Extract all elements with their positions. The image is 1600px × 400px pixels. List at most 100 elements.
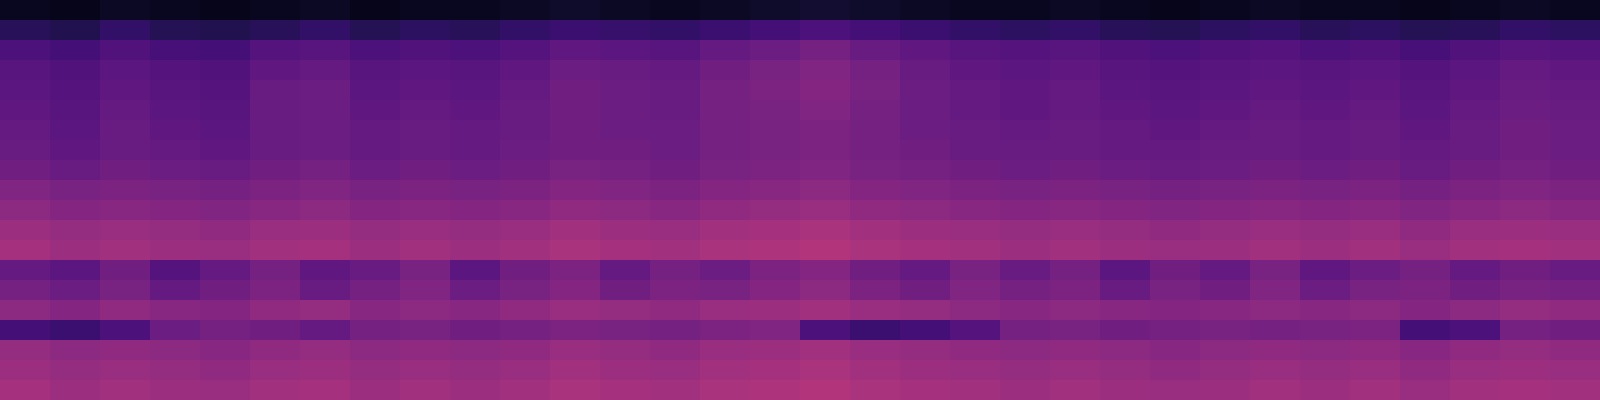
cell xyxy=(50,280,101,301)
cell xyxy=(250,160,301,181)
cell xyxy=(600,200,651,221)
cell xyxy=(550,260,601,281)
cell xyxy=(600,280,651,301)
cell xyxy=(550,380,601,400)
cell xyxy=(500,260,551,281)
cell xyxy=(1450,180,1501,201)
cell xyxy=(850,220,901,241)
cell xyxy=(1200,40,1251,61)
cell xyxy=(1550,360,1600,381)
cell xyxy=(1550,100,1600,121)
cell xyxy=(1050,180,1101,201)
cell xyxy=(1050,240,1101,261)
cell xyxy=(1100,100,1151,121)
cell xyxy=(450,60,501,81)
cell xyxy=(550,40,601,61)
cell xyxy=(1550,160,1600,181)
cell xyxy=(150,140,201,161)
cell xyxy=(300,300,351,321)
cell xyxy=(850,200,901,221)
cell xyxy=(200,60,251,81)
cell xyxy=(350,0,401,21)
cell xyxy=(800,220,851,241)
cell xyxy=(50,260,101,281)
cell xyxy=(1200,180,1251,201)
cell xyxy=(800,0,851,21)
cell xyxy=(800,260,851,281)
cell xyxy=(1000,80,1051,101)
cell xyxy=(1350,380,1401,400)
cell xyxy=(1050,20,1101,41)
cell xyxy=(950,140,1001,161)
cell xyxy=(950,220,1001,241)
cell xyxy=(550,220,601,241)
cell xyxy=(200,360,251,381)
cell xyxy=(600,300,651,321)
cell xyxy=(1400,220,1451,241)
cell xyxy=(1500,380,1551,400)
cell xyxy=(100,0,151,21)
cell xyxy=(450,280,501,301)
cell xyxy=(400,140,451,161)
cell xyxy=(950,20,1001,41)
cell xyxy=(850,300,901,321)
cell xyxy=(650,220,701,241)
cell xyxy=(0,380,51,400)
cell xyxy=(50,20,101,41)
cell xyxy=(1400,340,1451,361)
cell xyxy=(550,280,601,301)
cell xyxy=(1150,380,1201,400)
cell xyxy=(0,80,51,101)
cell xyxy=(1150,0,1201,21)
cell xyxy=(700,40,751,61)
cell xyxy=(650,20,701,41)
cell xyxy=(100,20,151,41)
cell xyxy=(800,240,851,261)
cell xyxy=(550,360,601,381)
cell xyxy=(1450,100,1501,121)
cell xyxy=(750,160,801,181)
cell xyxy=(800,320,851,341)
cell xyxy=(750,60,801,81)
cell xyxy=(1450,20,1501,41)
cell xyxy=(850,320,901,341)
cell xyxy=(600,360,651,381)
cell xyxy=(200,200,251,221)
cell xyxy=(500,220,551,241)
cell xyxy=(100,220,151,241)
cell xyxy=(1350,200,1401,221)
cell xyxy=(100,180,151,201)
cell xyxy=(1000,120,1051,141)
cell xyxy=(1150,160,1201,181)
heatmap-cells xyxy=(0,0,1600,400)
cell xyxy=(650,360,701,381)
cell xyxy=(1300,200,1351,221)
cell xyxy=(900,340,951,361)
cell xyxy=(650,380,701,400)
cell xyxy=(100,380,151,400)
cell xyxy=(1300,0,1351,21)
cell xyxy=(1150,60,1201,81)
cell xyxy=(750,260,801,281)
cell xyxy=(200,320,251,341)
cell xyxy=(1200,360,1251,381)
cell xyxy=(400,360,451,381)
cell xyxy=(250,40,301,61)
cell xyxy=(500,320,551,341)
cell xyxy=(1150,240,1201,261)
cell xyxy=(1150,180,1201,201)
cell xyxy=(350,260,401,281)
cell xyxy=(1200,380,1251,400)
cell xyxy=(1200,160,1251,181)
cell xyxy=(1450,240,1501,261)
cell xyxy=(550,60,601,81)
cell xyxy=(250,120,301,141)
cell xyxy=(1450,80,1501,101)
cell xyxy=(50,120,101,141)
cell xyxy=(450,320,501,341)
cell xyxy=(800,60,851,81)
cell xyxy=(400,80,451,101)
cell xyxy=(150,0,201,21)
cell xyxy=(500,340,551,361)
cell xyxy=(450,40,501,61)
